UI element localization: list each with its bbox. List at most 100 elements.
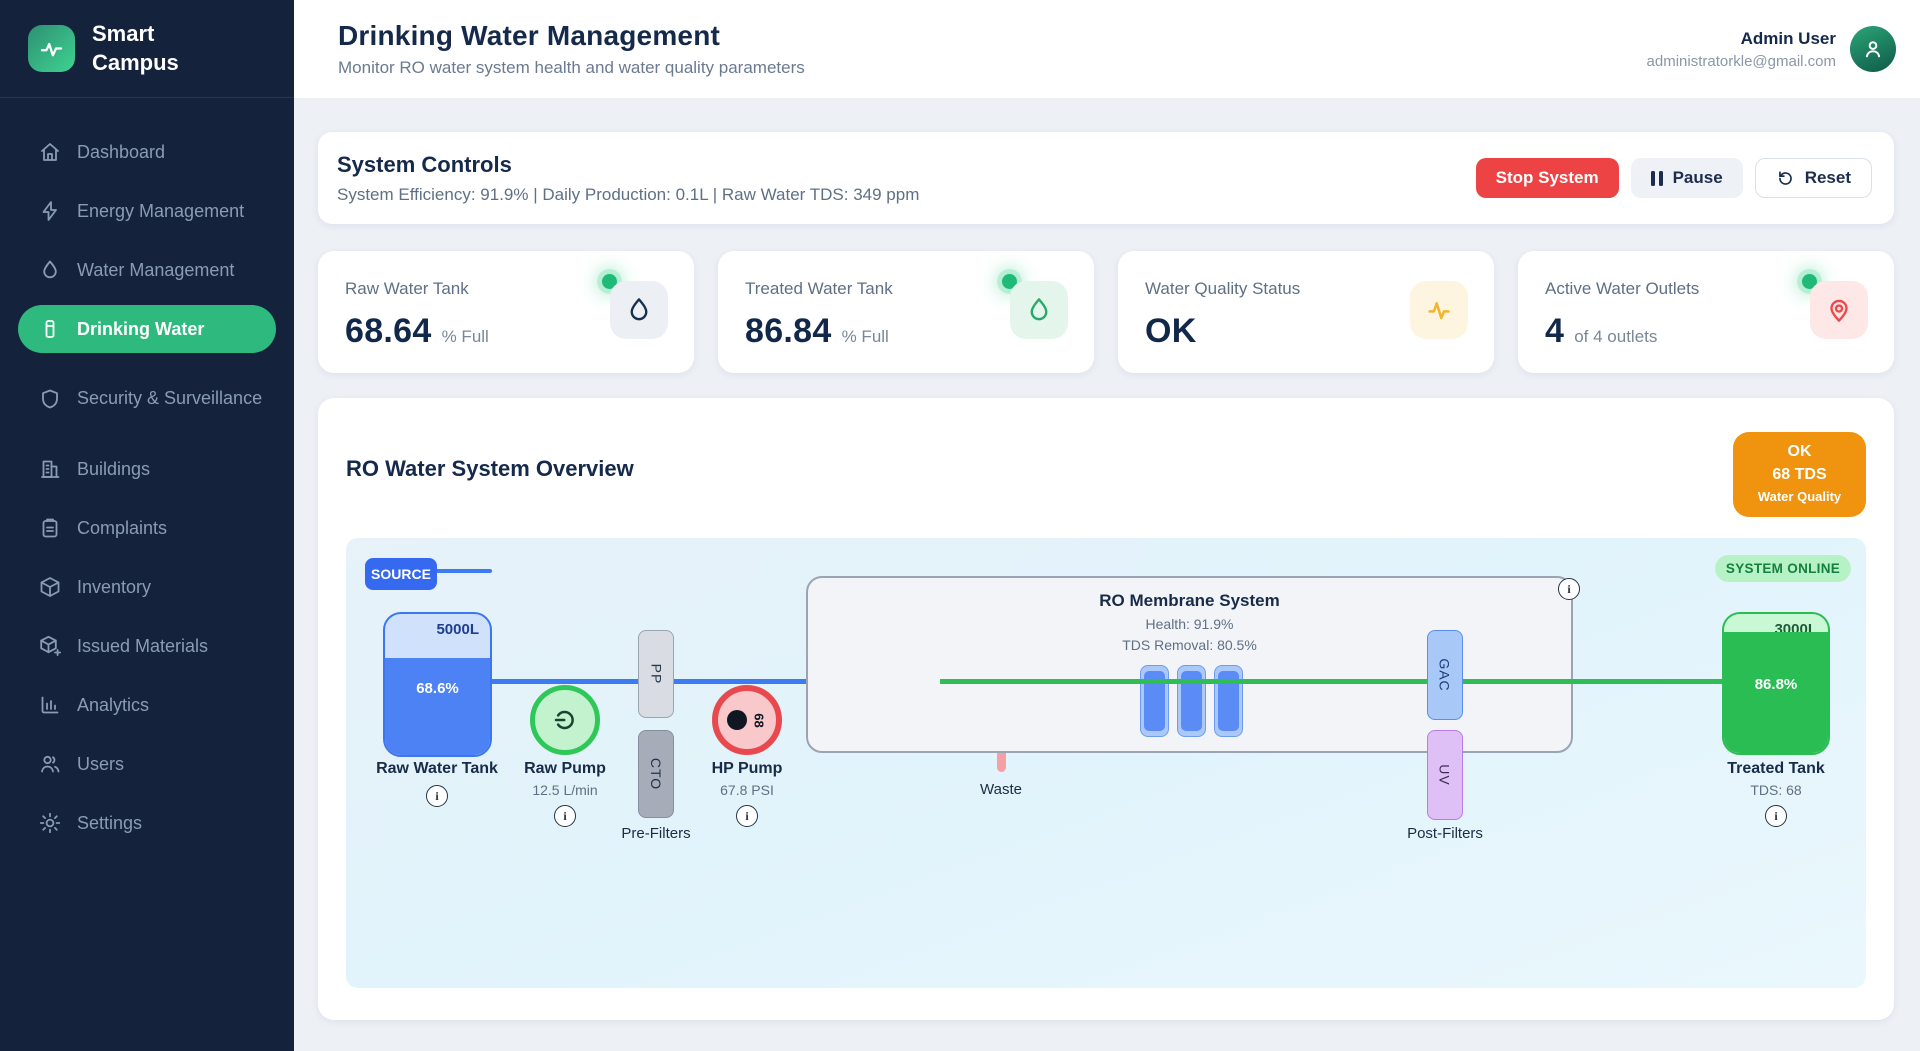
hp-pump-gauge-value: 68 [752,712,767,728]
sidebar-item-label: Security & Surveillance [77,388,263,409]
header: Drinking Water Management Monitor RO wat… [294,0,1920,98]
bolt-icon [42,201,57,221]
pre-filters-caption: Pre-Filters [621,825,691,842]
box-plus-icon [40,635,62,656]
post-filter-gac: GAC [1427,630,1463,720]
user-menu: Admin User administratorkle@gmail.com [1647,26,1896,72]
user-email: administratorkle@gmail.com [1646,52,1836,70]
membrane-elements [1140,665,1243,737]
stat-suffix: % Full [841,327,889,346]
stat-label: Treated Water Tank [745,279,893,298]
raw-tank-fill-percent: 68.6% [416,680,459,697]
building-icon [41,460,60,478]
post-filter-gac-label: GAC [1437,658,1453,692]
stat-label: Active Water Outlets [1545,279,1700,298]
sidebar-item-complaints[interactable]: Complaints [18,504,276,552]
ro-membrane-info-icon[interactable]: i [1558,578,1580,600]
hp-pump-label-block: HP Pump 67.8 PSI i [672,760,822,827]
sidebar-item-buildings[interactable]: Buildings [18,445,276,493]
waste-label: Waste [980,781,1022,798]
sidebar-item-settings[interactable]: Settings [18,799,276,847]
stat-card-treated-water-tank: Treated Water Tank 86.84 % Full [718,251,1094,373]
users-icon [41,755,60,773]
box-icon [40,577,60,597]
pre-filter-cto: CTO [638,730,674,818]
quality-status: OK [1787,443,1812,460]
sidebar-item-users[interactable]: Users [18,740,276,788]
page-heading: Drinking Water Management Monitor RO wat… [338,20,805,78]
quality-caption: Water Quality [1757,489,1842,504]
raw-pump [530,685,600,755]
sidebar-item-label: Complaints [77,517,168,538]
system-controls-buttons: Stop System Pause Reset [1475,158,1872,198]
location-pin-icon [1810,281,1868,339]
sidebar-item-security-surveillance[interactable]: Security & Surveillance [18,364,276,434]
membrane-element [1214,665,1243,737]
stat-card-water-quality: Water Quality Status OK [1118,251,1494,373]
stat-card-active-outlets: Active Water Outlets 4 of 4 outlets [1518,251,1894,373]
sidebar-item-label: Water Management [77,259,235,280]
power-icon [554,710,574,730]
stat-cards-row: Raw Water Tank 68.64 % Full Treated Water… [318,251,1894,373]
sidebar-item-label: Dashboard [77,141,166,162]
sidebar-item-label: Energy Management [77,200,245,221]
avatar[interactable] [1850,26,1896,72]
sidebar-item-drinking-water[interactable]: Drinking Water [18,305,276,353]
treated-tank-label-block: Treated Tank TDS: 68 i [1676,760,1866,827]
chart-icon [41,696,59,714]
stat-label: Raw Water Tank [345,279,469,298]
raw-tank-capacity: 5000L [436,621,479,638]
stat-label: Water Quality Status [1145,279,1301,298]
hp-pump-name: HP Pump [711,760,783,777]
raw-tank-name: Raw Water Tank [376,760,498,777]
page-subtitle: Monitor RO water system health and water… [338,58,805,77]
stat-card-raw-water-tank: Raw Water Tank 68.64 % Full [318,251,694,373]
brand: Smart Campus [0,0,294,98]
pause-button[interactable]: Pause [1630,158,1743,198]
reset-button[interactable]: Reset [1754,158,1872,198]
raw-pump-info-icon[interactable]: i [554,805,576,827]
pre-filter-pp: PP [638,630,674,718]
reset-label: Reset [1804,168,1851,187]
raw-water-pipe [466,679,806,684]
water-quality-badge: OK 68 TDS Water Quality [1733,432,1866,517]
sidebar-item-water-management[interactable]: Water Management [18,246,276,294]
system-status-line: System Efficiency: 91.9% | Daily Product… [337,184,920,204]
gear-icon [39,812,61,834]
treated-water-pipe [940,679,1728,684]
sidebar-item-issued-materials[interactable]: Issued Materials [18,622,276,670]
gauge-dot-icon [727,710,748,730]
stat-value: 86.84 [745,312,832,350]
raw-pump-flow: 12.5 L/min [532,782,598,798]
raw-tank-info-icon[interactable]: i [426,785,448,807]
sidebar-item-inventory[interactable]: Inventory [18,563,276,611]
ro-overview-panel: RO Water System Overview OK 68 TDS Water… [318,398,1894,1020]
system-controls-title: System Controls [337,151,512,177]
source-pipe [434,569,492,573]
hp-pump-info-icon[interactable]: i [736,805,758,827]
droplet-icon [610,281,668,339]
ro-membrane-health: Health: 91.9% [1145,616,1234,632]
reset-icon [1778,170,1792,185]
pre-filter-pp-label: PP [648,663,664,685]
treated-tank-fill-percent: 86.8% [1754,676,1798,693]
ro-membrane-title: RO Membrane System [1099,591,1280,610]
sidebar-item-dashboard[interactable]: Dashboard [18,128,276,176]
person-icon [1865,41,1881,58]
stat-suffix: of 4 outlets [1574,327,1658,346]
stat-value: 68.64 [345,312,432,350]
pause-label: Pause [1672,168,1723,187]
treated-tank-info-icon[interactable]: i [1765,805,1787,827]
sidebar-item-energy-management[interactable]: Energy Management [18,187,276,235]
stat-value: OK [1145,312,1197,350]
pulse-icon [1410,281,1468,339]
stat-suffix: % Full [441,327,489,346]
shield-icon [42,389,58,409]
sidebar-item-analytics[interactable]: Analytics [18,681,276,729]
stop-system-button[interactable]: Stop System [1475,158,1619,198]
ro-system-diagram: SOURCE Waste RO Membrane System Health: … [346,538,1866,988]
sidebar-item-label: Users [77,753,125,774]
treated-tank-name: Treated Tank [1727,760,1825,777]
pulse-icon [40,42,63,57]
membrane-element [1140,665,1169,737]
